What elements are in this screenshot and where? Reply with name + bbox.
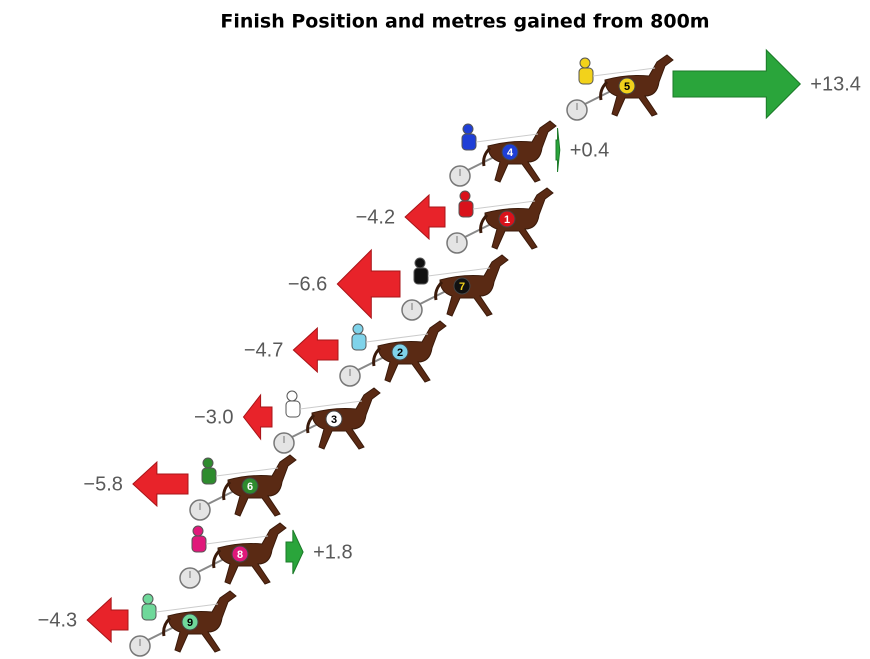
horse: 4 (449, 120, 557, 187)
saddlecloth (181, 613, 199, 631)
jockey-head (142, 593, 154, 605)
horse-tail (212, 548, 222, 569)
saddlecloth (391, 343, 409, 361)
saddlecloth-number: 9 (187, 617, 193, 629)
saddlecloth-number: 6 (247, 481, 253, 493)
jockey-head (352, 323, 364, 335)
horse-body (439, 254, 509, 317)
arrow (242, 393, 273, 441)
value-label: −4.7 (244, 339, 283, 361)
horse-body (167, 590, 237, 653)
horse: 9 (129, 590, 237, 657)
jockey-head (579, 57, 591, 69)
value-label: −6.6 (288, 273, 327, 295)
horse: 2 (339, 320, 447, 387)
arrow (555, 127, 561, 173)
value-label: −4.3 (38, 609, 77, 631)
horse: 6 (189, 454, 297, 521)
horse-tail (479, 213, 489, 234)
jockey-head (459, 190, 471, 202)
horse: 7 (401, 254, 509, 321)
saddlecloth-number: 3 (331, 414, 337, 426)
saddlecloth (453, 277, 471, 295)
reins (365, 333, 429, 343)
jockey-head (202, 457, 214, 469)
jockey-body (351, 333, 367, 351)
horse-tail (162, 616, 172, 637)
horse-body (311, 387, 381, 450)
horse-body (227, 454, 297, 517)
reins (155, 603, 219, 613)
saddlecloth (325, 410, 343, 428)
reins (592, 67, 656, 77)
value-label: +13.4 (810, 73, 861, 95)
arrow (292, 326, 339, 374)
arrow (404, 193, 446, 241)
horse-body (377, 320, 447, 383)
saddlecloth-number: 4 (507, 147, 514, 159)
reins (472, 200, 536, 210)
arrow (672, 48, 802, 120)
horse-body (487, 120, 557, 183)
reins (205, 535, 269, 545)
value-label: −5.8 (83, 473, 122, 495)
saddlecloth (231, 545, 249, 563)
horse: 3 (273, 387, 381, 454)
saddlecloth (498, 210, 516, 228)
saddlecloth (618, 77, 636, 95)
reins (427, 267, 491, 277)
saddlecloth (501, 143, 519, 161)
chart-title: Finish Position and metres gained from 8… (220, 11, 709, 33)
jockey-body (201, 467, 217, 485)
value-label: +1.8 (313, 541, 352, 563)
reins (215, 467, 279, 477)
horse-tail (222, 480, 232, 501)
horse-tail (482, 146, 492, 167)
value-label: −4.2 (356, 206, 395, 228)
arrow (132, 460, 189, 508)
horse-tail (306, 413, 316, 434)
horse-tail (434, 280, 444, 301)
jockey-head (414, 257, 426, 269)
horse: 8 (179, 522, 287, 589)
saddlecloth-number: 1 (504, 214, 510, 226)
saddlecloth-number: 2 (397, 347, 403, 359)
jockey-body (285, 400, 301, 418)
arrow (86, 596, 129, 644)
horse: 5 (566, 54, 674, 121)
arrow (285, 529, 304, 575)
horse-tail (372, 346, 382, 367)
jockey-body (458, 200, 474, 218)
reins (299, 400, 363, 410)
saddlecloth (241, 477, 259, 495)
horse-body (217, 522, 287, 585)
jockey-head (286, 390, 298, 402)
arrow (336, 248, 401, 320)
jockey-body (461, 133, 477, 151)
saddlecloth-number: 5 (624, 81, 630, 93)
jockey-head (192, 525, 204, 537)
horse-body (484, 187, 554, 250)
reins (475, 133, 539, 143)
saddlecloth-number: 7 (459, 281, 465, 293)
horse: 1 (446, 187, 554, 254)
horse-tail (599, 80, 609, 101)
jockey-head (462, 123, 474, 135)
value-label: −3.0 (194, 406, 233, 428)
jockey-body (413, 267, 429, 285)
value-label: +0.4 (570, 139, 609, 161)
horse-body (604, 54, 674, 117)
jockey-body (578, 67, 594, 85)
jockey-body (141, 603, 157, 621)
jockey-body (191, 535, 207, 553)
saddlecloth-number: 8 (237, 549, 243, 561)
